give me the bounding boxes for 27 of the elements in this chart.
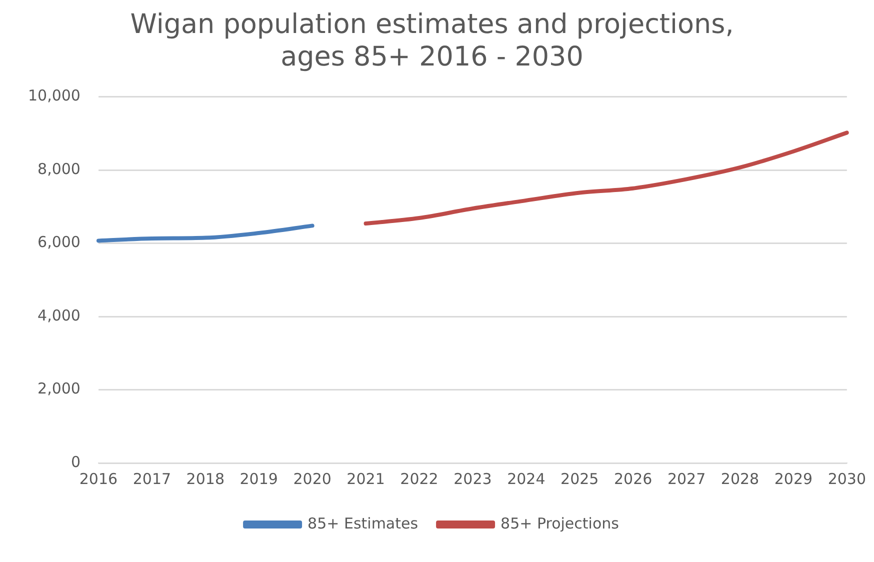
x-tick-label: 2018	[186, 470, 224, 488]
x-tick-label: 2023	[454, 470, 492, 488]
text: ages 85+ 2016 - 2030	[280, 42, 584, 73]
x-tick-label: 2020	[293, 470, 332, 488]
x-tick-label: 2021	[346, 470, 385, 488]
x-tick-label: 2022	[400, 470, 438, 488]
x-tick-label: 2017	[132, 470, 172, 488]
x-tick-label: 2027	[667, 470, 706, 488]
x-tick-label: 2024	[507, 470, 546, 488]
line-series	[96, 224, 314, 243]
y-tick-label: 8,000	[38, 160, 80, 178]
x-tick-label: 2019	[240, 470, 278, 488]
y-tick-label: 10,000	[28, 86, 80, 105]
y-tick-label: 6,000	[38, 233, 80, 252]
line-series	[364, 130, 849, 226]
y-tick-label: 0	[70, 452, 80, 471]
legend-label: 85+ Estimates	[308, 514, 418, 532]
x-tick-label: 2025	[560, 470, 599, 488]
x-tick-label: 2016	[79, 470, 118, 488]
y-tick-label: 2,000	[38, 380, 80, 398]
x-tick-label: 2028	[720, 470, 760, 488]
text: Wigan population estimates and projections,	[130, 9, 734, 40]
x-tick-label: 2029	[774, 470, 813, 488]
x-tick-label: 2030	[828, 470, 866, 488]
y-tick-label: 4,000	[38, 306, 80, 324]
legend-label: 85+ Projections	[500, 514, 620, 532]
x-tick-label: 2026	[614, 470, 652, 488]
